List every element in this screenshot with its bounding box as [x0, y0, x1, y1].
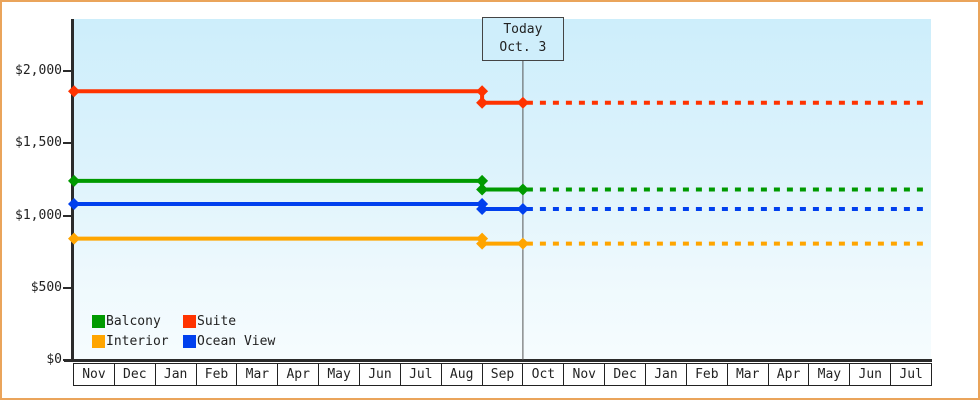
month-label: Nov — [73, 364, 115, 385]
month-label: Jun — [360, 364, 401, 385]
month-label: Sep — [483, 364, 524, 385]
month-label: Feb — [687, 364, 728, 385]
month-label: Jul — [401, 364, 442, 385]
legend-label: Suite — [197, 313, 237, 329]
month-label: May — [319, 364, 361, 385]
legend: Balcony Suite Interior Ocean View — [92, 313, 276, 349]
legend-swatch — [183, 314, 196, 328]
legend-swatch — [92, 334, 105, 348]
today-date-label: Oct. 3 — [499, 40, 547, 55]
today-annotation-box: Today Oct. 3 — [481, 17, 564, 61]
legend-swatch — [92, 314, 105, 328]
month-label: Feb — [197, 364, 238, 385]
y-tick-label: $2,000 — [15, 63, 62, 78]
month-label: Apr — [769, 364, 810, 385]
y-tick-label: $500 — [30, 279, 62, 295]
month-label: Aug — [442, 364, 483, 385]
y-tick-mark — [63, 214, 71, 217]
y-axis-line — [71, 19, 74, 362]
month-label: Jul — [891, 364, 933, 385]
y-tick-mark — [63, 286, 71, 289]
y-tick-mark — [63, 70, 71, 72]
legend-item: Interior — [92, 333, 183, 349]
month-label: Oct — [523, 364, 565, 385]
legend-label: Ocean View — [197, 333, 276, 349]
y-tick-mark — [63, 142, 71, 145]
month-label: May — [809, 364, 851, 385]
y-tick-mark — [63, 359, 71, 361]
legend-item: Ocean View — [183, 333, 276, 349]
month-label: Jan — [646, 364, 687, 385]
month-label: Mar — [728, 364, 769, 385]
legend-label: Balcony — [106, 313, 161, 329]
month-label: Jan — [156, 364, 197, 385]
month-label: Dec — [115, 364, 156, 385]
month-strip: Nov Dec Jan Feb Mar Apr May Jun Jul Aug Sep Oct Nov D… — [73, 363, 933, 386]
y-tick-label: $1,000 — [15, 207, 62, 223]
plot-background — [74, 19, 931, 360]
month-label: Nov — [564, 364, 606, 385]
legend-label: Interior — [106, 333, 169, 349]
month-label: Mar — [237, 364, 279, 385]
legend-item: Suite — [183, 313, 275, 329]
today-label: Today — [503, 22, 543, 37]
month-label: Dec — [605, 364, 647, 385]
legend-item: Balcony — [92, 313, 183, 329]
month-label: Apr — [278, 364, 320, 385]
x-axis-line — [64, 359, 932, 362]
y-tick-label: $1,500 — [15, 135, 62, 151]
month-label: Jun — [850, 364, 892, 385]
legend-swatch — [183, 334, 196, 348]
y-tick-label: $0 — [46, 352, 62, 367]
